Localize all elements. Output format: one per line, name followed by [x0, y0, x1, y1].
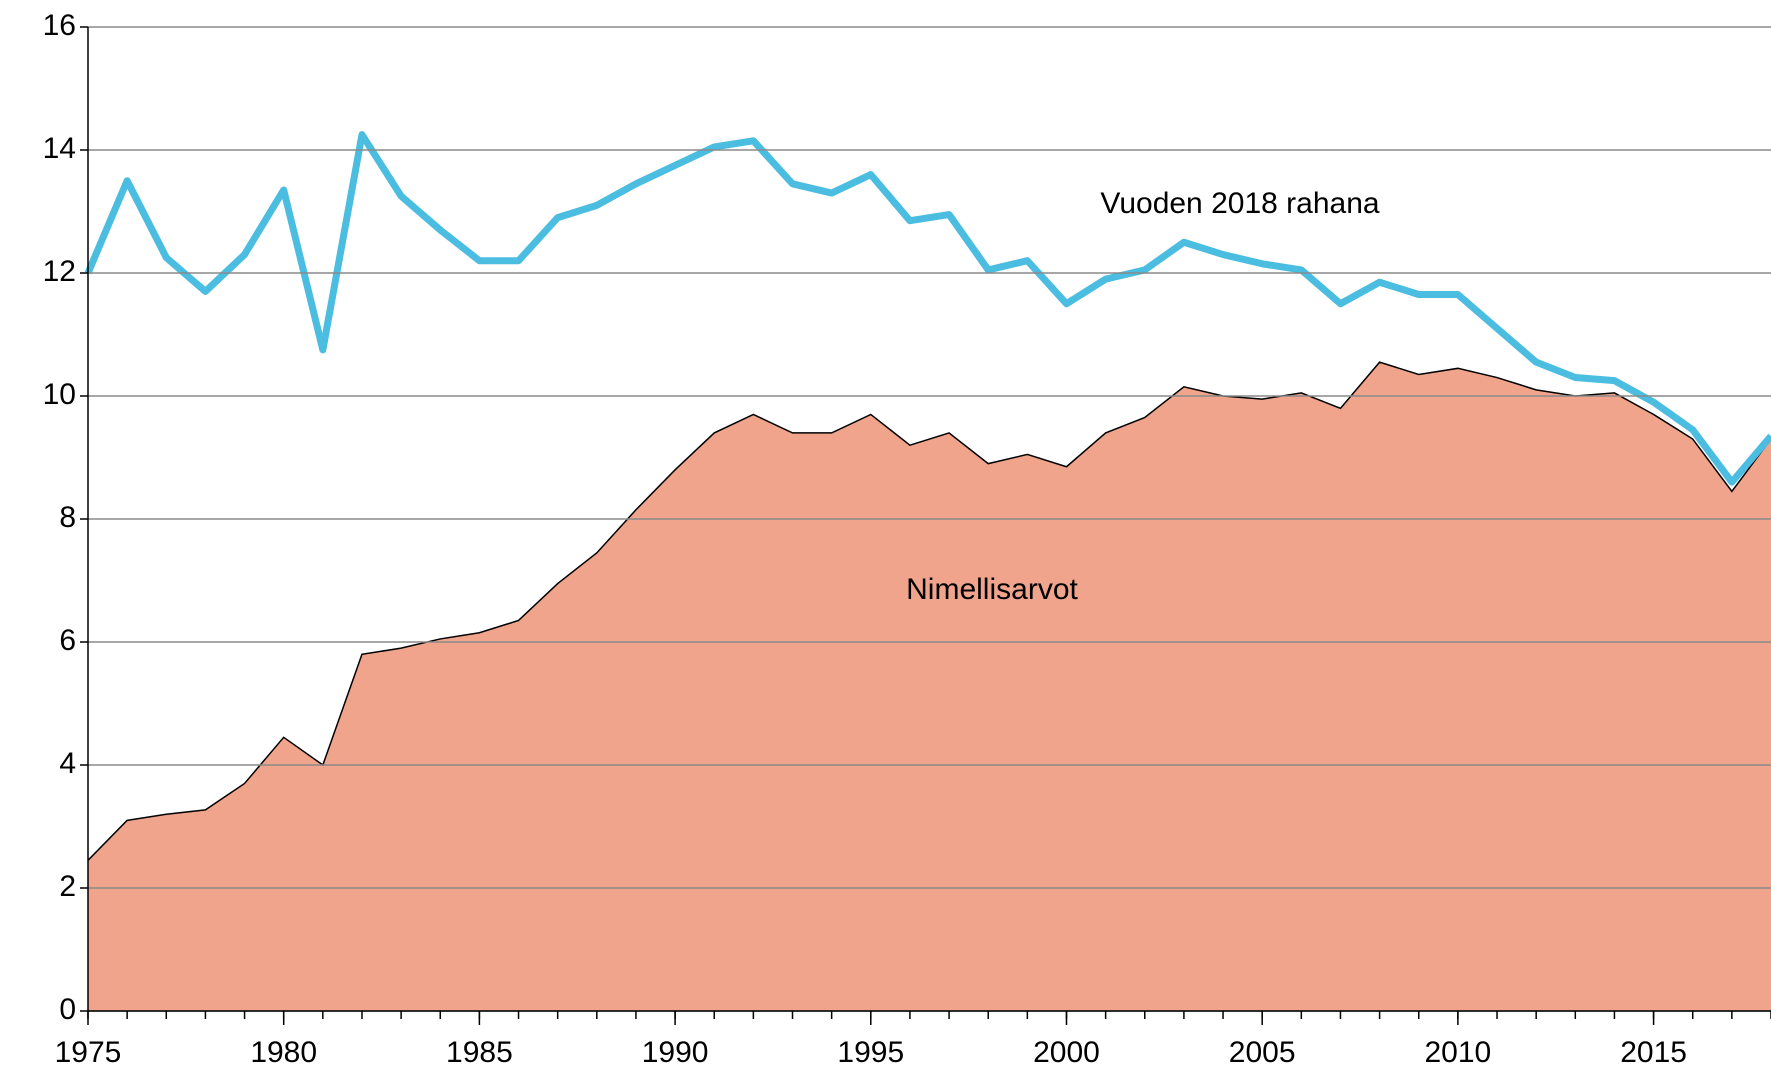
series-annotation: Vuoden 2018 rahana — [1100, 187, 1379, 220]
x-tick-label: 1975 — [55, 1036, 122, 1069]
y-tick-label: 4 — [59, 747, 76, 780]
x-tick-label: 2015 — [1620, 1036, 1687, 1069]
y-tick-label: 2 — [59, 870, 76, 903]
series-annotation: Nimellisarvot — [906, 573, 1078, 606]
y-tick-label: 0 — [59, 993, 76, 1026]
y-tick-label: 16 — [43, 9, 76, 42]
x-tick-label: 1985 — [446, 1036, 513, 1069]
x-tick-label: 1990 — [642, 1036, 709, 1069]
x-tick-label: 1995 — [837, 1036, 904, 1069]
x-tick-label: 2005 — [1229, 1036, 1296, 1069]
x-tick-label: 1980 — [250, 1036, 317, 1069]
line — [84, 131, 1771, 486]
area — [88, 362, 1771, 1011]
y-tick-label: 8 — [59, 501, 76, 534]
x-tick-label: 2010 — [1425, 1036, 1492, 1069]
area-outline — [87, 361, 1771, 861]
y-tick-label: 6 — [59, 624, 76, 657]
y-tick-label: 14 — [43, 132, 76, 165]
y-tick-label: 12 — [43, 255, 76, 288]
x-tick-label: 2000 — [1033, 1036, 1100, 1069]
y-tick-label: 10 — [43, 378, 76, 411]
